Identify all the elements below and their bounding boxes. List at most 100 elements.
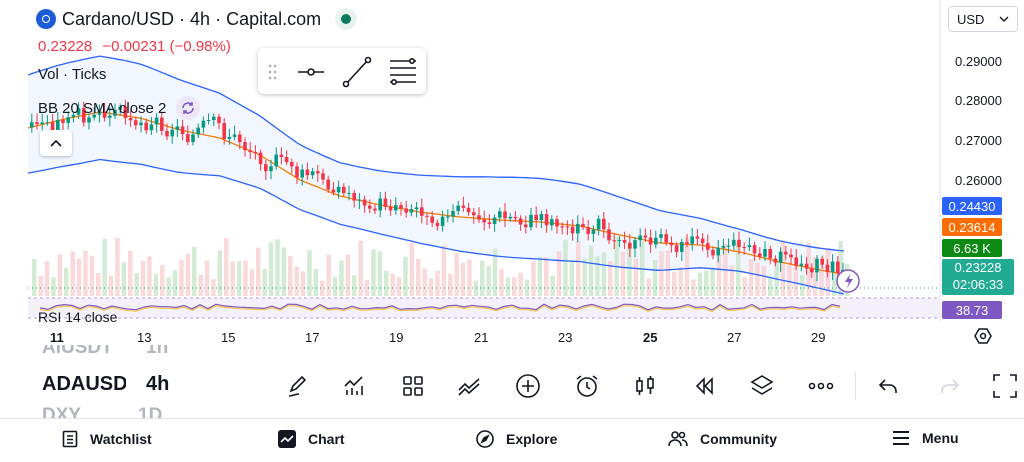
- candle-body: [217, 116, 221, 123]
- volume-bar: [44, 261, 50, 296]
- volume-bar: [659, 251, 664, 296]
- chart-canvas[interactable]: [0, 0, 1024, 350]
- volume-bar: [230, 261, 235, 296]
- nav-explore[interactable]: Explore: [476, 430, 557, 448]
- volume-indicator-label[interactable]: Vol · Ticks: [38, 66, 107, 83]
- indicators-icon[interactable]: [340, 372, 368, 400]
- candle-body: [357, 199, 362, 201]
- add-icon[interactable]: [514, 372, 542, 400]
- refresh-icon[interactable]: [176, 96, 201, 120]
- drag-handle-icon[interactable]: [268, 64, 277, 80]
- nav-community-label[interactable]: Community: [700, 431, 777, 447]
- volume-bar: [262, 268, 267, 296]
- nav-menu-label[interactable]: Menu: [922, 430, 959, 446]
- nav-explore-label[interactable]: Explore: [506, 431, 558, 447]
- trend-line-icon[interactable]: [342, 56, 372, 88]
- candle-body: [778, 251, 783, 263]
- candle-body: [492, 217, 497, 224]
- candle-body: [388, 206, 393, 211]
- rsi-line: [39, 303, 841, 311]
- candle-body: [446, 216, 450, 218]
- compare-icon[interactable]: [456, 372, 484, 400]
- candle-body: [66, 117, 70, 123]
- nav-chart-label[interactable]: Chart: [308, 431, 345, 447]
- volume-bar: [793, 263, 799, 296]
- candle-body: [30, 122, 34, 128]
- nav-menu[interactable]: Menu: [892, 430, 959, 446]
- pencil-icon[interactable]: [284, 372, 312, 400]
- chevron-down-icon: [999, 16, 1009, 22]
- volume-bar: [89, 255, 95, 296]
- symbol-picker[interactable]: AIUSDT 1h ADAUSD 4h DXY 1D: [0, 345, 250, 418]
- candle-body: [128, 117, 133, 121]
- nav-watchlist-label[interactable]: Watchlist: [90, 431, 152, 447]
- candles-icon[interactable]: [631, 372, 659, 400]
- candle-body: [82, 108, 86, 123]
- time-axis-label: 23: [558, 330, 573, 345]
- volume-bar: [409, 243, 415, 296]
- candle-body: [113, 109, 117, 116]
- candle-body: [742, 247, 746, 249]
- fib-levels-icon[interactable]: [390, 58, 416, 85]
- nav-chart[interactable]: Chart: [278, 430, 345, 448]
- volume-bar: [608, 261, 613, 296]
- symbol-current[interactable]: ADAUSD: [42, 373, 126, 395]
- layouts-icon[interactable]: [399, 372, 427, 400]
- bollinger-indicator-label[interactable]: BB 20 SMA close 2: [38, 99, 167, 117]
- candle-body: [461, 205, 466, 208]
- volume-bar: [691, 279, 696, 296]
- currency-select[interactable]: USD: [948, 6, 1018, 32]
- chart-settings-icon[interactable]: [973, 326, 993, 351]
- candle-body: [394, 205, 398, 211]
- candle-body: [212, 116, 216, 121]
- candle-body: [690, 236, 694, 244]
- symbol-prev[interactable]: AIUSDT: [42, 345, 113, 357]
- more-icon[interactable]: [807, 372, 835, 400]
- volume-bar: [140, 260, 146, 296]
- alarm-icon[interactable]: [573, 372, 601, 400]
- volume-bar: [774, 260, 779, 296]
- volume-bar: [672, 271, 677, 296]
- volume-bar: [307, 250, 312, 296]
- candle-body: [482, 219, 486, 223]
- candle-body: [440, 216, 445, 227]
- candle-body: [430, 216, 434, 223]
- layers-icon[interactable]: [748, 372, 776, 400]
- volume-bar: [339, 260, 344, 296]
- symbol-next[interactable]: DXY: [42, 405, 81, 418]
- candle-body: [342, 186, 346, 194]
- symbol-next-timeframe[interactable]: 1D: [138, 405, 163, 418]
- candle-body: [238, 134, 242, 143]
- symbol-current-row[interactable]: ADAUSD 4h: [42, 373, 169, 396]
- fullscreen-icon[interactable]: [991, 372, 1019, 400]
- volume-bar: [627, 247, 632, 296]
- nav-watchlist[interactable]: Watchlist: [62, 430, 152, 448]
- candle-body: [201, 120, 206, 128]
- volume-bar: [544, 257, 549, 296]
- symbol-prev-timeframe[interactable]: 1h: [146, 345, 169, 357]
- candle-body: [108, 115, 112, 118]
- candle-body: [586, 227, 590, 234]
- rsi-indicator-label[interactable]: RSI 14 close: [38, 309, 118, 322]
- bollinger-indicator-row[interactable]: BB 20 SMA close 2: [38, 96, 201, 120]
- nav-community[interactable]: Community: [668, 430, 777, 448]
- volume-bar: [300, 271, 306, 296]
- replay-icon[interactable]: [690, 372, 718, 400]
- chart-title[interactable]: Cardano/USD · 4h · Capital.com: [62, 8, 322, 29]
- collapse-indicators-button[interactable]: [40, 130, 72, 156]
- time-axis-label: 17: [305, 330, 320, 345]
- undo-icon[interactable]: [875, 372, 903, 400]
- candle-body: [425, 215, 429, 217]
- chart-area[interactable]: [0, 0, 1024, 350]
- candle-body: [373, 208, 377, 211]
- chart-title-row[interactable]: Cardano/USD · 4h · Capital.com: [36, 8, 358, 30]
- symbol-current-timeframe[interactable]: 4h: [146, 373, 170, 395]
- candle-body: [810, 268, 814, 273]
- volume-bar: [780, 240, 786, 296]
- candle-body: [206, 120, 211, 122]
- candle-body: [300, 169, 304, 178]
- time-axis-label: 13: [137, 330, 152, 345]
- redo-icon[interactable]: [935, 372, 963, 400]
- horizontal-ray-icon[interactable]: [298, 68, 324, 76]
- candle-body: [87, 117, 91, 123]
